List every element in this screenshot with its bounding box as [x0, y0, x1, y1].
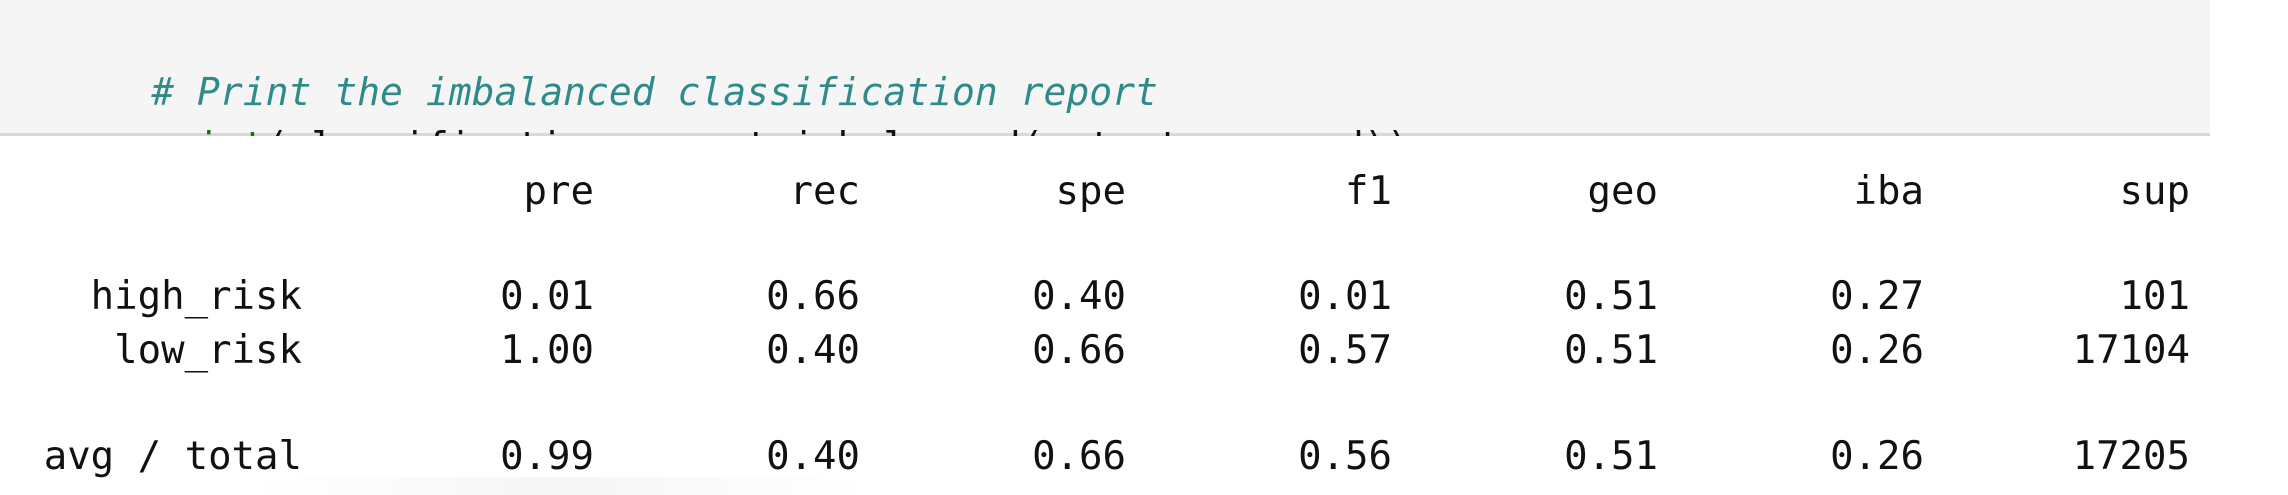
high-risk-spe: 0.40	[1032, 274, 1126, 319]
average-total-spe: 0.66	[1032, 434, 1126, 479]
low-risk-iba: 0.26	[1830, 328, 1924, 373]
code-line-comment: # Print the imbalanced classification re…	[14, 14, 1158, 170]
low-risk-spe: 0.66	[1032, 328, 1126, 373]
code-input-cell[interactable]: # Print the imbalanced classification re…	[0, 0, 2210, 168]
low-risk-geo: 0.51	[1564, 328, 1658, 373]
cell-output-area: pre rec spe f1 geo iba sup high_risk 0.0…	[0, 136, 2288, 495]
average-total-iba: 0.26	[1830, 434, 1924, 479]
low-risk-pre: 1.00	[500, 328, 594, 373]
report-row-high-risk: high_risk 0.01 0.66 0.40 0.01 0.51 0.27 …	[0, 273, 2288, 321]
average-total-f1: 0.56	[1298, 434, 1392, 479]
header-geo: geo	[1587, 169, 1658, 214]
average-total-rec: 0.40	[766, 434, 860, 479]
high-risk-sup: 101	[2119, 274, 2190, 319]
header-spe: spe	[1055, 169, 1126, 214]
high-risk-geo: 0.51	[1564, 274, 1658, 319]
low-risk-f1: 0.57	[1298, 328, 1392, 373]
code-comment: # Print the imbalanced classification re…	[151, 70, 1158, 114]
report-row-low-risk: low_risk 1.00 0.40 0.66 0.57 0.51 0.26 1…	[0, 327, 2288, 375]
header-pre: pre	[523, 169, 594, 214]
row-label-average-total: avg / total	[43, 434, 302, 479]
low-risk-sup: 17104	[2072, 328, 2190, 373]
low-risk-rec: 0.40	[766, 328, 860, 373]
high-risk-rec: 0.66	[766, 274, 860, 319]
header-f1: f1	[1345, 169, 1392, 214]
average-total-geo: 0.51	[1564, 434, 1658, 479]
row-label-low-risk: low_risk	[114, 328, 302, 373]
average-total-sup: 17205	[2072, 434, 2190, 479]
classification-report-output: pre rec spe f1 geo iba sup high_risk 0.0…	[0, 136, 2288, 495]
header-rec: rec	[789, 169, 860, 214]
row-label-high-risk: high_risk	[90, 274, 302, 319]
header-iba: iba	[1853, 169, 1924, 214]
average-total-pre: 0.99	[500, 434, 594, 479]
output-fade-mark	[250, 477, 870, 495]
header-sup: sup	[2119, 169, 2190, 214]
high-risk-iba: 0.27	[1830, 274, 1924, 319]
report-row-average-total: avg / total 0.99 0.40 0.66 0.56 0.51 0.2…	[0, 433, 2288, 481]
high-risk-pre: 0.01	[500, 274, 594, 319]
report-header-row: pre rec spe f1 geo iba sup	[0, 168, 2288, 216]
high-risk-f1: 0.01	[1298, 274, 1392, 319]
